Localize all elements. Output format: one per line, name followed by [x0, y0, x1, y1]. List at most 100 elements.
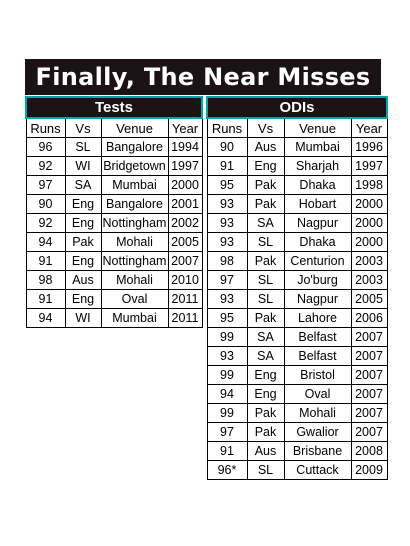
venue-cell: Mohali	[100, 232, 169, 252]
table-row: 98 Aus Mohali 2010	[25, 270, 203, 290]
vs-cell: Aus	[246, 441, 285, 461]
year-cell: 2006	[350, 308, 388, 328]
year-cell: 1997	[350, 156, 388, 176]
table-row: 92 WI Bridgetown 1997	[25, 156, 203, 176]
table-row: 95 Pak Lahore 2006	[206, 308, 388, 328]
page-title: Finally, The Near Misses	[25, 59, 381, 95]
year-cell: 2000	[167, 175, 203, 195]
table-row: 98 Pak Centurion 2003	[206, 251, 388, 271]
vs-cell: Eng	[246, 384, 285, 404]
vs-cell: SA	[246, 213, 285, 233]
year-cell: 2000	[350, 213, 388, 233]
runs-cell: 92	[25, 213, 66, 233]
runs-cell: 98	[206, 251, 248, 271]
venue-cell: Nottingham	[100, 251, 169, 271]
venue-cell: Belfast	[283, 327, 352, 347]
year-cell: 2007	[350, 346, 388, 366]
year-cell: 2000	[350, 194, 388, 214]
runs-cell: 90	[206, 137, 248, 157]
table-row: 93 SL Nagpur 2005	[206, 289, 388, 309]
year-cell: 2005	[167, 232, 203, 252]
table-row: 93 Pak Hobart 2000	[206, 194, 388, 214]
vs-cell: Pak	[246, 308, 285, 328]
table-row: 99 SA Belfast 2007	[206, 327, 388, 347]
table-row: 91 Eng Sharjah 1997	[206, 156, 388, 176]
vs-cell: Eng	[64, 194, 102, 214]
venue-cell: Brisbane	[283, 441, 352, 461]
vs-cell: SL	[246, 289, 285, 309]
vs-cell: Pak	[246, 194, 285, 214]
venue-cell: Oval	[100, 289, 169, 309]
year-cell: 1998	[350, 175, 388, 195]
venue-cell: Nagpur	[283, 289, 352, 309]
runs-cell: 93	[206, 232, 248, 252]
runs-cell: 91	[25, 289, 66, 309]
venue-cell: Cuttack	[283, 460, 352, 480]
column-header-runs: Runs	[25, 117, 66, 138]
tests-table: Tests Runs Vs Venue Year 96 SL Bangalore 19…	[25, 96, 203, 328]
venue-cell: Lahore	[283, 308, 352, 328]
column-header-year: Year	[167, 117, 203, 138]
runs-cell: 91	[206, 156, 248, 176]
runs-cell: 95	[206, 308, 248, 328]
vs-cell: SA	[246, 327, 285, 347]
vs-cell: SL	[246, 232, 285, 252]
table-row: 99 Eng Bristol 2007	[206, 365, 388, 385]
table-row: 94 Eng Oval 2007	[206, 384, 388, 404]
table-row: 97 Pak Gwalior 2007	[206, 422, 388, 442]
odis-table: ODIs Runs Vs Venue Year 90 Aus Mumbai 1996 9…	[206, 96, 388, 480]
table-row: 94 WI Mumbai 2011	[25, 308, 203, 328]
runs-cell: 96*	[206, 460, 248, 480]
year-cell: 2007	[350, 384, 388, 404]
table-row: 91 Aus Brisbane 2008	[206, 441, 388, 461]
venue-cell: Bangalore	[100, 137, 169, 157]
runs-cell: 93	[206, 213, 248, 233]
venue-cell: Belfast	[283, 346, 352, 366]
venue-cell: Mumbai	[100, 308, 169, 328]
runs-cell: 92	[25, 156, 66, 176]
vs-cell: Pak	[246, 251, 285, 271]
tests-heading: Tests	[25, 96, 203, 119]
runs-cell: 93	[206, 346, 248, 366]
year-cell: 2002	[167, 213, 203, 233]
vs-cell: Pak	[64, 232, 102, 252]
runs-cell: 91	[206, 441, 248, 461]
runs-cell: 94	[25, 232, 66, 252]
year-cell: 2008	[350, 441, 388, 461]
year-cell: 1996	[350, 137, 388, 157]
vs-cell: Eng	[246, 365, 285, 385]
year-cell: 2009	[350, 460, 388, 480]
year-cell: 2003	[350, 270, 388, 290]
table-row: 91 Eng Nottingham 2007	[25, 251, 203, 271]
runs-cell: 97	[206, 422, 248, 442]
table-row: 97 SA Mumbai 2000	[25, 175, 203, 195]
vs-cell: Aus	[64, 270, 102, 290]
venue-cell: Mohali	[283, 403, 352, 423]
venue-cell: Mumbai	[283, 137, 352, 157]
table-row: 93 SL Dhaka 2000	[206, 232, 388, 252]
venue-cell: Dhaka	[283, 175, 352, 195]
year-cell: 2003	[350, 251, 388, 271]
year-cell: 2010	[167, 270, 203, 290]
year-cell: 2005	[350, 289, 388, 309]
odis-column-header-row: Runs Vs Venue Year	[206, 117, 388, 138]
column-header-vs: Vs	[64, 117, 102, 138]
venue-cell: Sharjah	[283, 156, 352, 176]
column-header-runs: Runs	[206, 117, 248, 138]
venue-cell: Nottingham	[100, 213, 169, 233]
year-cell: 2007	[350, 422, 388, 442]
column-header-vs: Vs	[246, 117, 285, 138]
runs-cell: 94	[206, 384, 248, 404]
column-header-venue: Venue	[283, 117, 352, 138]
year-cell: 1994	[167, 137, 203, 157]
year-cell: 2000	[350, 232, 388, 252]
runs-cell: 98	[25, 270, 66, 290]
runs-cell: 96	[25, 137, 66, 157]
year-cell: 2007	[167, 251, 203, 271]
vs-cell: Pak	[246, 175, 285, 195]
runs-cell: 90	[25, 194, 66, 214]
odis-heading: ODIs	[206, 96, 388, 119]
table-row: 99 Pak Mohali 2007	[206, 403, 388, 423]
vs-cell: Pak	[246, 422, 285, 442]
runs-cell: 94	[25, 308, 66, 328]
